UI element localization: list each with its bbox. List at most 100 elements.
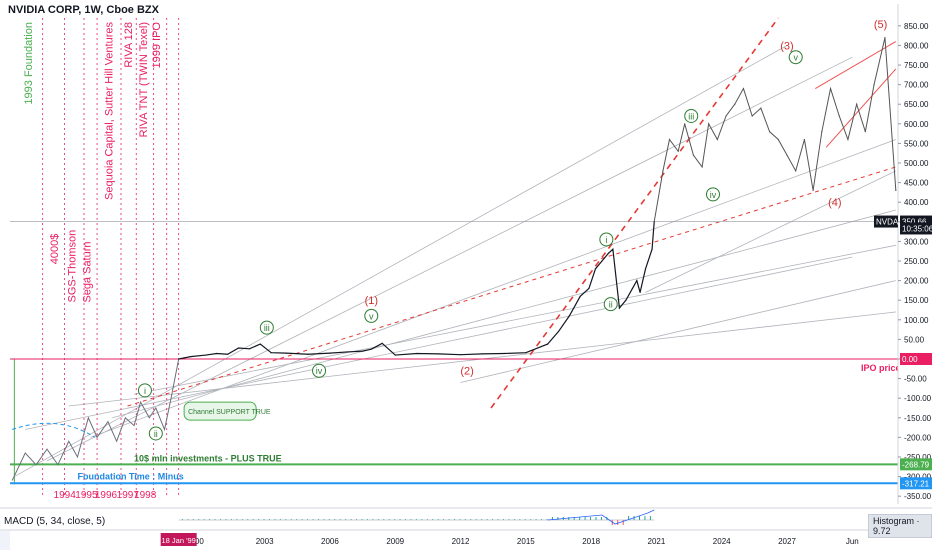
minor-wave-text: iii [688, 111, 694, 121]
time-tick-label: 2027 [778, 537, 796, 546]
data-point-nvda [568, 315, 570, 317]
year-label: 1996 [95, 490, 118, 501]
minor-wave-text: i [144, 386, 146, 396]
macd-hist-bar [649, 516, 651, 520]
minor-wave-marker: iv [312, 363, 327, 378]
price-tick-label: 150.00 [904, 296, 929, 305]
data-point-nvda [459, 354, 462, 356]
vertical-annotation: 1999 IPO [151, 22, 163, 69]
macd-hist-bar [421, 519, 423, 520]
data-point-nvda [361, 350, 364, 352]
macd-hist-bar [350, 519, 352, 520]
minor-wave-text: iii [264, 323, 270, 333]
macd-hist-bar [524, 519, 526, 520]
macd-hist-bar [285, 519, 287, 520]
badge-symbol-text: NVDA [876, 218, 899, 227]
price-badge: -317.21 [900, 477, 932, 490]
badge-value-text: -268.79 [902, 460, 930, 469]
price-tick-label: 200.00 [904, 277, 929, 286]
pre-ipo-arc [12, 422, 96, 438]
macd-hist-bar [312, 519, 314, 520]
data-point-nvda [636, 279, 638, 282]
macd-hist-bar [426, 519, 428, 520]
macd-hist-bar [198, 519, 200, 520]
macd-hist-bar [513, 519, 515, 520]
macd-hist-bar [590, 517, 592, 520]
minor-wave-circle [312, 363, 327, 378]
foundation-time-label: Foundation Time : Minus [77, 471, 183, 481]
macd-hist-bar [361, 519, 363, 520]
data-point-projection [677, 150, 679, 152]
channel-line [645, 170, 896, 293]
channel-line [25, 256, 853, 430]
data-point-projection [786, 154, 788, 156]
time-highlight-bg [160, 533, 197, 546]
macd-hist-bar [541, 519, 543, 520]
data-point-projection [653, 220, 655, 223]
macd-hist-bar [644, 516, 646, 520]
data-point-nvda [227, 353, 229, 355]
macd-hist-bar [323, 519, 325, 520]
data-point-nvda [618, 307, 621, 309]
dashed-trend-steep [490, 17, 779, 409]
macd-hist-bar [225, 519, 227, 520]
macd-hist-bar [595, 517, 597, 520]
symbol-title: NVIDIA CORP, 1W, Cboe BZX [8, 4, 159, 16]
data-point-projection [692, 154, 695, 156]
callout-text: Channel SUPPORT TRUE [188, 409, 271, 416]
data-point-nvda [346, 351, 348, 353]
histogram-badge: Histogram · 9.72 [868, 514, 932, 538]
data-point-nvda [394, 354, 396, 356]
plot-area: 1993 Foundation 4000$ SGS-Thomson Sega Satu… [10, 17, 898, 501]
data-point-projection [777, 138, 779, 141]
minor-wave-circle [259, 320, 274, 335]
macd-hist-bar [263, 519, 265, 520]
minor-wave-text: i [605, 235, 607, 245]
time-tick-label: 2021 [648, 537, 666, 546]
channel-line [90, 139, 896, 438]
year-label: 1995 [75, 490, 98, 501]
macd-hist-bar [187, 519, 189, 520]
macd-hist-bar [551, 517, 553, 520]
data-point-nvda [579, 295, 581, 297]
primary-wave-label: (1) [365, 295, 378, 307]
price-tick-label: 600.00 [904, 120, 929, 129]
primary-wave-label: (2) [460, 366, 473, 378]
macd-hist-bar [279, 519, 281, 520]
data-point-nvda [248, 348, 251, 350]
macd-hist-bar [247, 519, 249, 520]
data-point-nvda [481, 353, 483, 355]
wedge-upper-line [815, 41, 897, 89]
data-point-projection [884, 36, 886, 39]
macd-hist-bar [622, 520, 624, 525]
macd-hist-bar [258, 519, 260, 520]
macd-line [547, 509, 655, 525]
minor-wave-marker: iii [259, 320, 274, 335]
data-point-projection [895, 189, 897, 192]
macd-hist-bar [464, 519, 466, 520]
data-point-projection [701, 166, 703, 168]
vertical-annotation: 4000$ [49, 234, 61, 265]
macd-hist-bar [366, 519, 368, 520]
data-point-nvda [178, 358, 180, 360]
macd-hist-bar [492, 519, 494, 520]
time-axis: 00 2003 2006 2009 2012 2015 2018 2021 2024 2027 Ju… [0, 529, 898, 546]
macd-hist-bar [486, 519, 488, 520]
macd-hist-bar [639, 516, 640, 520]
vertical-annotation: 1993 Foundation [23, 22, 35, 105]
channel-line [133, 244, 896, 395]
data-point-projection [751, 115, 753, 117]
data-point-projection [742, 87, 745, 90]
minor-wave-circle [137, 383, 152, 398]
badge-value-text: 10:35:06 [902, 224, 932, 233]
corner-box [0, 531, 10, 550]
data-point-nvda [588, 287, 590, 290]
data-point-projection [795, 170, 797, 172]
price-tick-label: -200.00 [904, 433, 932, 442]
data-point-projection [716, 138, 718, 141]
badge-value-bg [900, 222, 932, 235]
year-label: 1998 [134, 490, 157, 501]
data-point-nvda [644, 268, 647, 270]
